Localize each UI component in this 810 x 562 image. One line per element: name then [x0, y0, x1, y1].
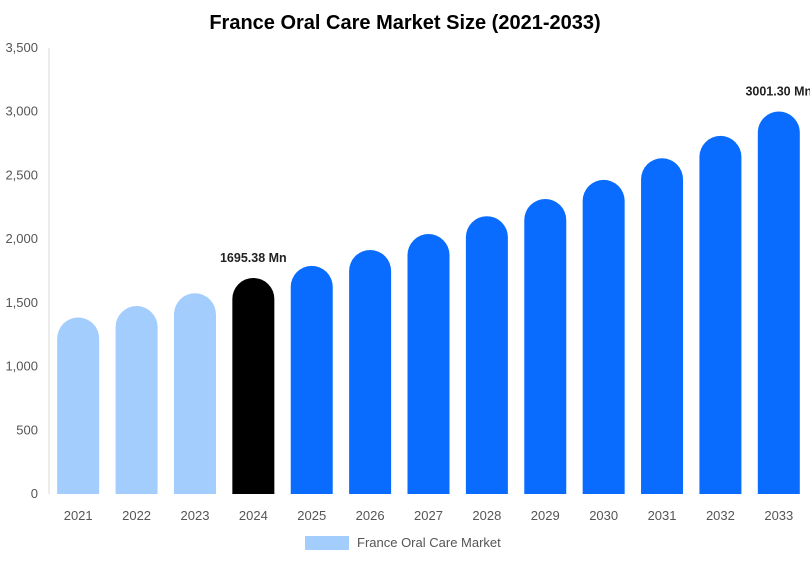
x-tick-label: 2026	[356, 508, 385, 523]
y-tick-label: 0	[31, 486, 38, 501]
y-tick-label: 2,500	[5, 167, 38, 182]
legend: France Oral Care Market	[305, 535, 501, 550]
x-tick-label: 2024	[239, 508, 268, 523]
data-label-2024: 1695.38 Mn	[220, 251, 287, 265]
bar-2032	[699, 135, 742, 494]
x-tick-label: 2031	[648, 508, 677, 523]
bar-2025	[290, 265, 333, 494]
y-tick-label: 1,500	[5, 295, 38, 310]
y-tick-label: 3,000	[5, 104, 38, 119]
x-tick-label: 2029	[531, 508, 560, 523]
legend-label: France Oral Care Market	[357, 535, 501, 550]
x-tick-label: 2032	[706, 508, 735, 523]
bar-2030	[582, 179, 625, 495]
x-tick-label: 2021	[64, 508, 93, 523]
bar-2026	[349, 249, 392, 494]
x-tick-label: 2033	[764, 508, 793, 523]
bar-2029	[524, 199, 567, 494]
bar-2031	[641, 158, 684, 494]
bar-2024	[232, 277, 275, 494]
chart-title: France Oral Care Market Size (2021-2033)	[209, 12, 601, 34]
x-tick-label: 2030	[589, 508, 618, 523]
x-tick-label: 2023	[181, 508, 210, 523]
x-tick-label: 2028	[472, 508, 501, 523]
x-tick-label: 2022	[122, 508, 151, 523]
bar-2028	[465, 216, 508, 494]
y-tick-label: 2,000	[5, 231, 38, 246]
data-label-2033: 3001.30 Mn	[745, 85, 810, 99]
y-tick-label: 3,500	[5, 40, 38, 55]
bar-2023	[173, 293, 216, 494]
y-tick-label: 500	[16, 422, 38, 437]
x-tick-label: 2025	[297, 508, 326, 523]
y-tick-label: 1,000	[5, 359, 38, 374]
bar-2021	[57, 317, 100, 494]
bar-2027	[407, 234, 450, 494]
legend-swatch	[305, 535, 349, 550]
x-tick-label: 2027	[414, 508, 443, 523]
bar-2022	[115, 306, 158, 494]
bar-2033	[757, 111, 800, 494]
